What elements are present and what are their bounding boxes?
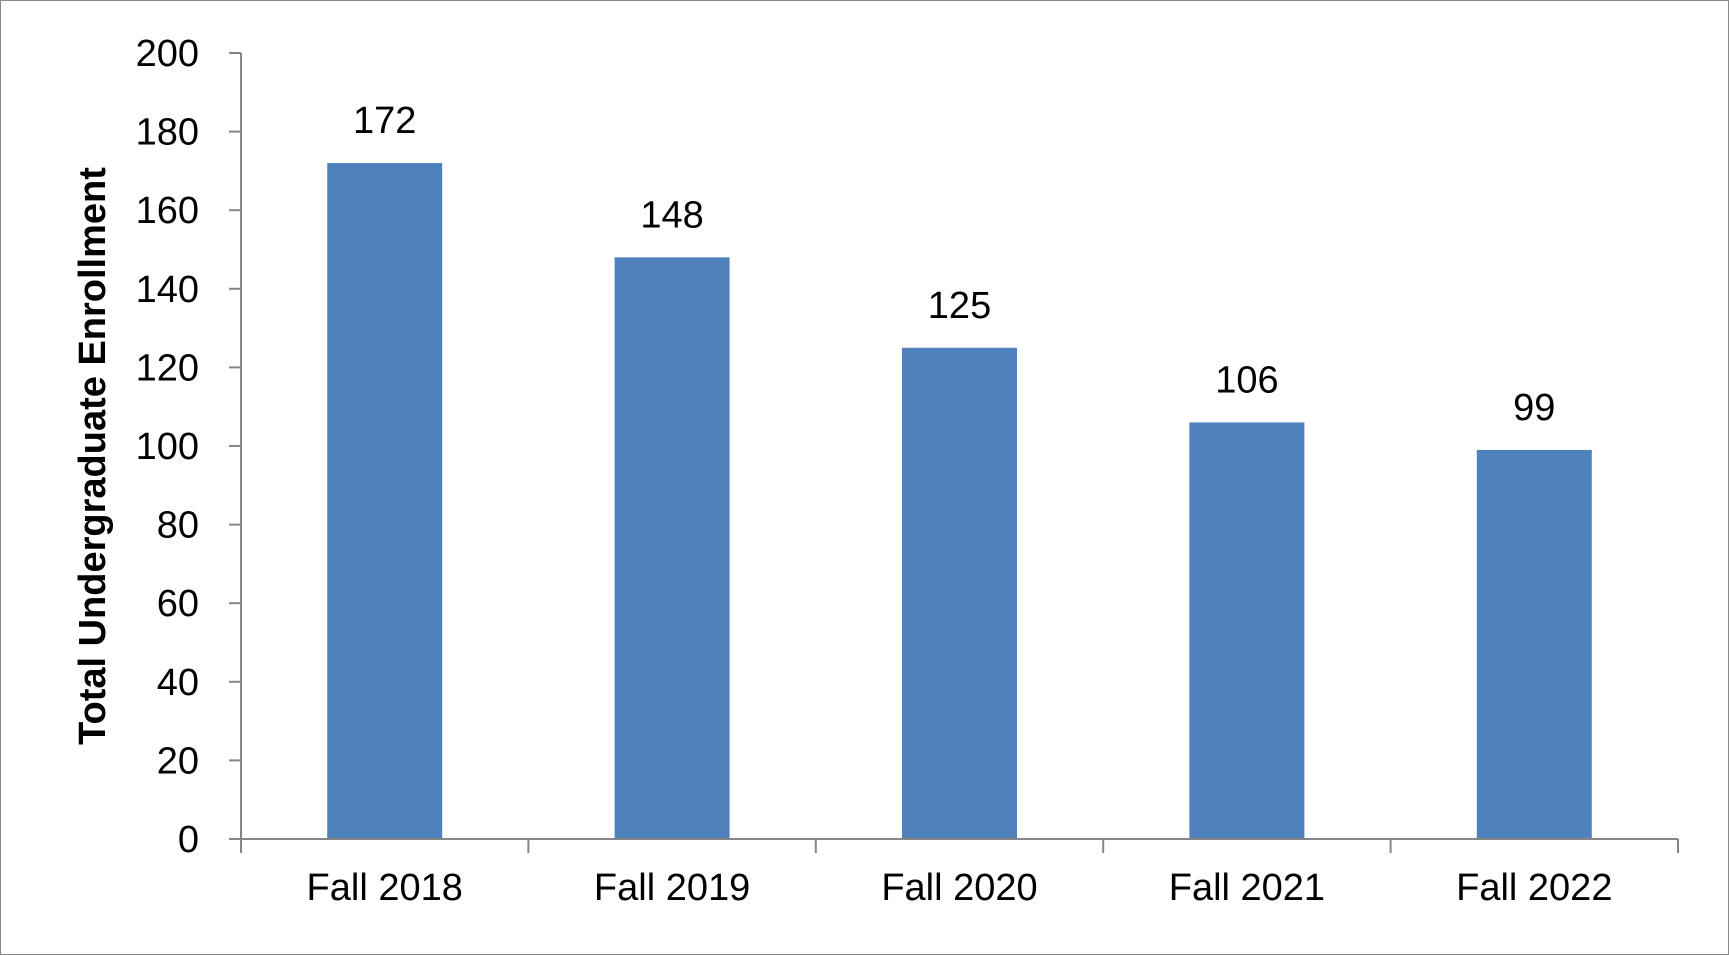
bars [327, 163, 1592, 840]
x-category-label: Fall 2021 [1169, 867, 1325, 909]
y-tick-label: 60 [157, 583, 199, 625]
x-axis-ticks: Fall 2018 Fall 2019 Fall 2020 Fall 2021 Fall… [240, 839, 1679, 909]
y-tick-label: 140 [136, 269, 199, 311]
y-tick-label: 160 [136, 190, 199, 232]
y-axis-ticks: 0 20 40 60 80 100 120 140 160 180 200 [136, 33, 241, 861]
y-tick-label: 100 [136, 426, 199, 468]
bar [614, 257, 730, 839]
y-tick-label: 180 [136, 112, 199, 154]
bar [902, 347, 1017, 839]
y-tick-label: 120 [136, 347, 199, 389]
y-axis-title: Total Undergraduate Enrollment [72, 167, 114, 745]
y-tick-label: 80 [157, 505, 199, 547]
y-tick-label: 40 [157, 662, 199, 704]
data-label: 172 [353, 100, 416, 142]
y-tick-label: 0 [178, 819, 199, 861]
data-label: 148 [640, 194, 703, 236]
x-category-label: Fall 2019 [594, 867, 750, 909]
bar [1476, 449, 1592, 839]
x-category-label: Fall 2020 [881, 867, 1037, 909]
data-labels: 172 148 125 106 99 [353, 100, 1555, 429]
data-label: 125 [928, 285, 991, 327]
x-category-label: Fall 2018 [307, 867, 463, 909]
y-tick-label: 20 [157, 740, 199, 782]
x-category-label: Fall 2022 [1456, 867, 1612, 909]
bar [327, 163, 443, 840]
bar [1189, 422, 1305, 839]
y-tick-label: 200 [136, 33, 199, 75]
data-label: 106 [1215, 359, 1278, 401]
data-label: 99 [1513, 387, 1555, 429]
